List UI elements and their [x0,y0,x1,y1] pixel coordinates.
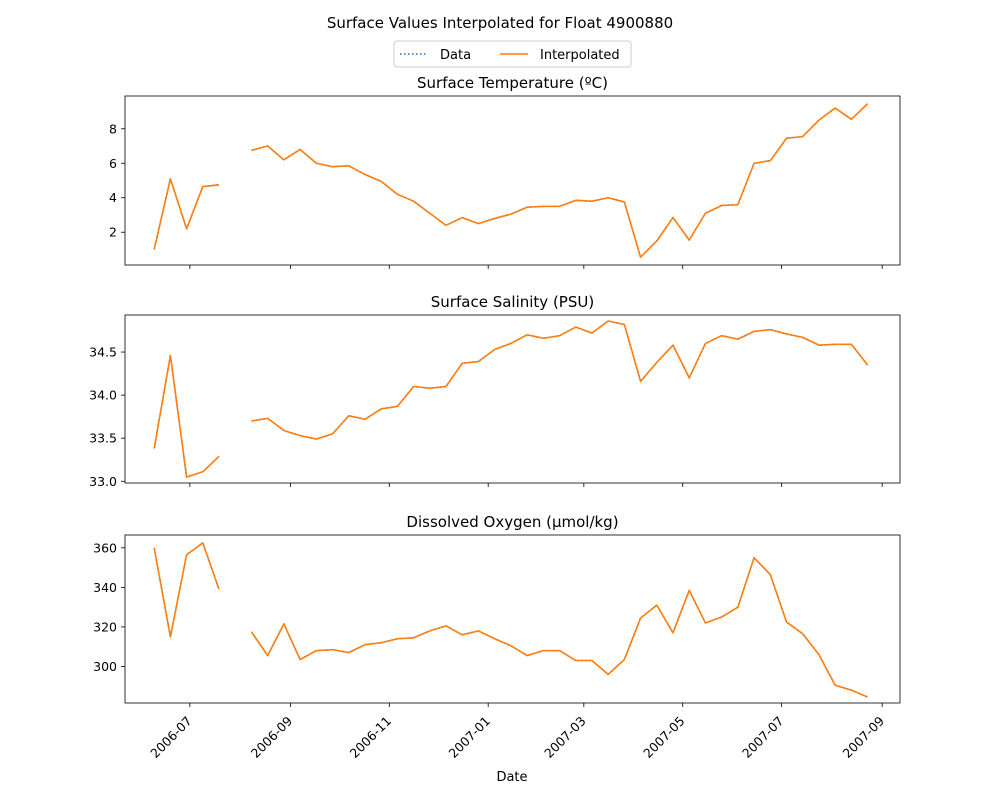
plot-frame-salinity [124,314,901,484]
y-tick-label-salinity: 34.0 [89,388,117,403]
panel-title-oxygen: Dissolved Oxygen (µmol/kg) [406,513,618,531]
figure-title: Surface Values Interpolated for Float 49… [327,14,673,32]
legend-label-interpolated: Interpolated [540,48,620,63]
x-tick-label: 2006-11 [347,713,395,761]
x-tick-label: 2007-09 [840,713,888,761]
panel-title-temperature: Surface Temperature (ºC) [417,74,608,92]
plot-frame-temperature [124,95,901,266]
panel-oxygen: Dissolved Oxygen (µmol/kg) 300 320 340 360 20… [93,513,901,761]
legend: Data Interpolated [393,40,632,68]
x-tick-label: 2007-03 [541,713,589,761]
panel-temperature: Surface Temperature (ºC) 2 4 6 8 [109,74,901,269]
y-tick-label-temperature: 8 [109,121,117,136]
series-line-interpolated-salinity [153,320,869,478]
y-tick-label-oxygen: 360 [93,540,117,555]
y-tick-label-oxygen: 340 [93,580,117,595]
legend-label-data: Data [440,48,471,63]
series-line-data-temperature [153,103,869,259]
y-tick-label-salinity: 34.5 [89,345,117,360]
y-tick-label-temperature: 6 [109,156,117,171]
series-line-interpolated-oxygen [153,542,868,698]
x-tick-label: 2007-01 [446,713,494,761]
y-tick-label-oxygen: 300 [93,659,117,674]
x-axis-label: Date [496,770,527,785]
y-tick-label-temperature: 4 [109,190,117,205]
y-tick-label-temperature: 2 [109,225,117,240]
x-tick-label: 2006-09 [248,713,296,761]
y-tick-label-salinity: 33.0 [89,474,117,489]
series-line-interpolated-temperature [153,103,869,259]
x-tick-label: 2007-07 [739,713,787,761]
x-tick-label: 2007-05 [640,713,688,761]
x-tick-label: 2006-07 [147,713,195,761]
panel-salinity: Surface Salinity (PSU) 33.0 33.5 34.0 34.5 [89,293,901,489]
y-tick-label-salinity: 33.5 [89,431,117,446]
y-tick-label-oxygen: 320 [93,619,117,634]
plot-frame-oxygen [124,534,901,704]
series-line-data-salinity [153,320,869,478]
panel-title-salinity: Surface Salinity (PSU) [431,293,594,311]
series-line-data-oxygen [153,542,868,698]
